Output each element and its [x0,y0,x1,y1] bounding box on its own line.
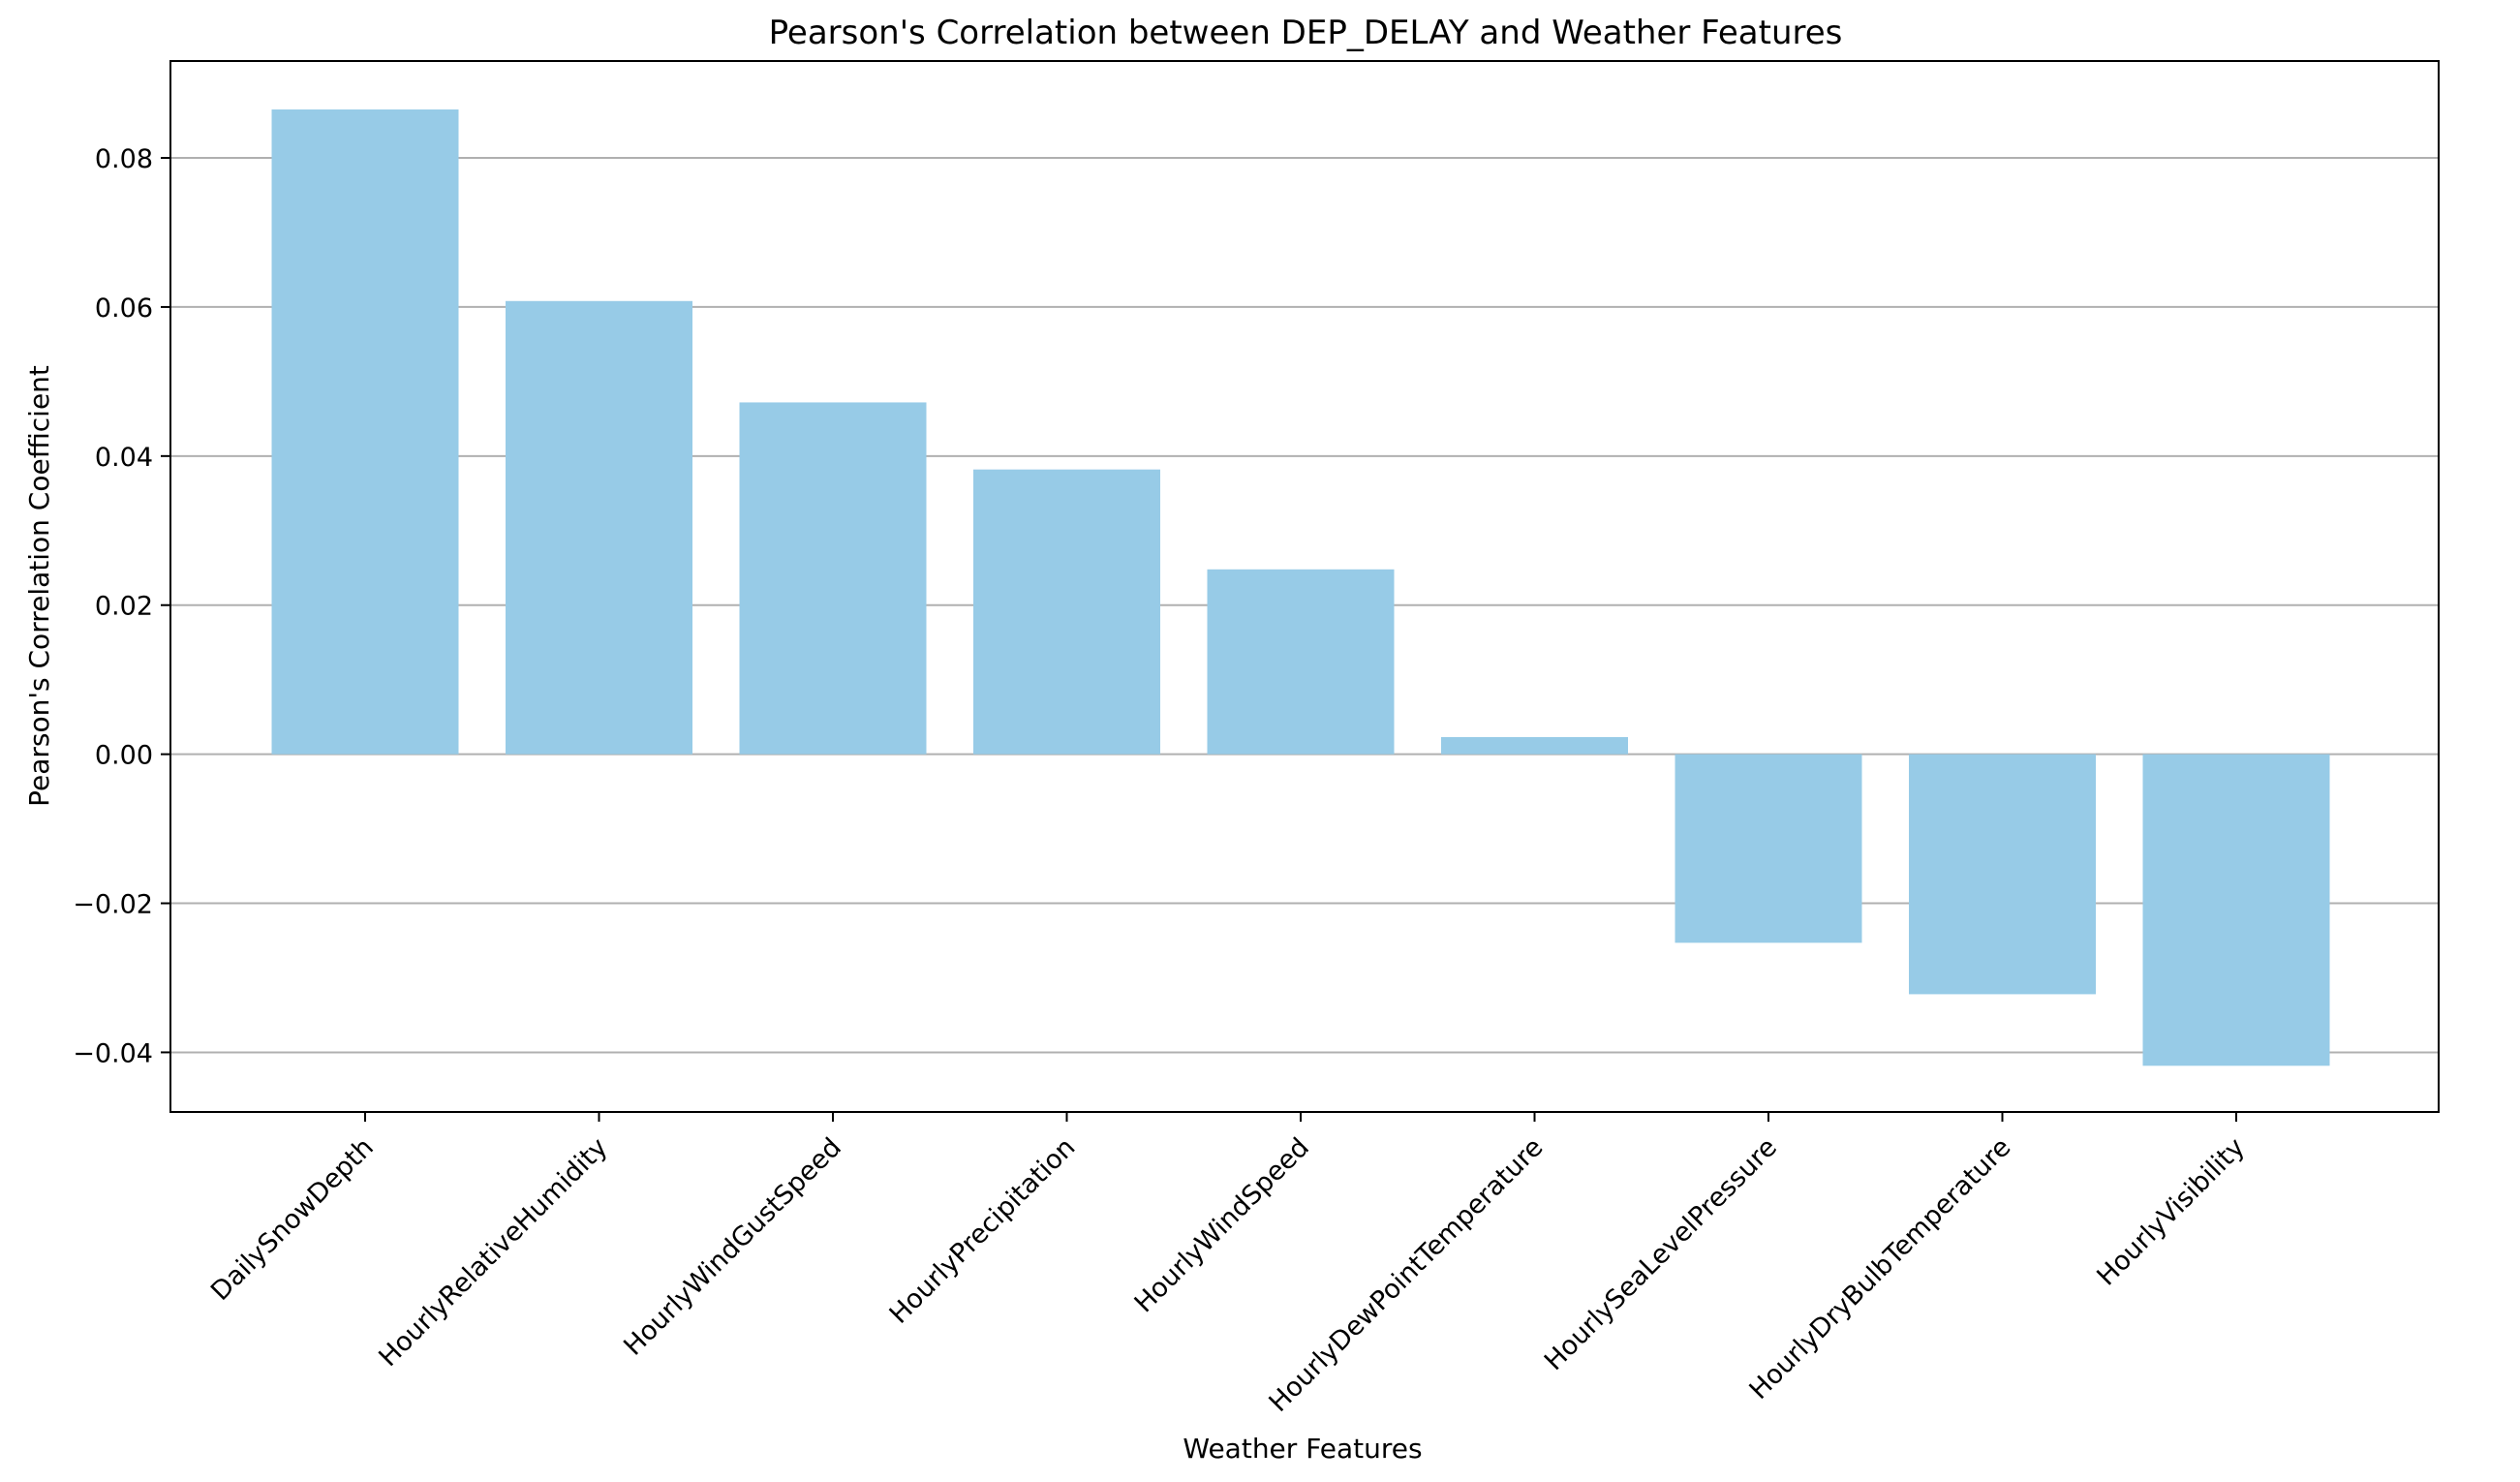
y-tick-label: 0.02 [95,592,153,622]
y-tick-label: 0.06 [95,293,153,324]
y-tick-label: −0.02 [73,890,153,920]
bar-HourlyVisibility [2142,754,2330,1066]
bar-HourlySeaLevelPressure [1675,754,1862,943]
bar-HourlyDewPointTemperature [1441,736,1628,755]
bar-HourlyDryBulbTemperature [1909,754,2096,995]
x-tick-label: HourlyDewPointTemperature [1264,1132,1550,1418]
x-tick-label: HourlyRelativeHumidity [373,1132,613,1373]
y-tick-label: 0.00 [95,741,153,771]
x-tick-label: HourlyVisibility [2091,1132,2251,1292]
x-tick-label: DailySnowDepth [205,1132,380,1307]
bars [271,109,2330,1066]
x-tick-label: HourlyWindSpeed [1129,1132,1315,1318]
y-tick-label: −0.04 [73,1038,153,1068]
x-tick-label: HourlyWindGustSpeed [618,1132,847,1362]
y-axis-label: Pearson's Correlation Coefficient [23,365,55,807]
y-tick-label: 0.08 [95,144,153,174]
chart-title: Pearson's Correlation between DEP_DELAY … [769,14,1843,52]
x-tick-label: HourlyPrecipitation [884,1132,1082,1330]
bar-HourlyWindGustSpeed [739,402,927,755]
bar-HourlyPrecipitation [973,469,1160,755]
y-tick-label: 0.04 [95,443,153,473]
x-axis-label: Weather Features [1183,1433,1422,1465]
plot-frame [169,60,2440,1113]
y-axis-ticks: −0.04 −0.02 0.00 0.02 0.04 0.06 0.08 [73,144,170,1068]
x-tick-label: HourlySeaLevelPressure [1539,1132,1783,1376]
bar-HourlyWindSpeed [1207,569,1395,755]
bar-HourlyRelativeHumidity [506,300,692,755]
x-tick-label: HourlyDryBulbTemperature [1744,1132,2017,1405]
bar-DailySnowDepth [271,109,459,755]
